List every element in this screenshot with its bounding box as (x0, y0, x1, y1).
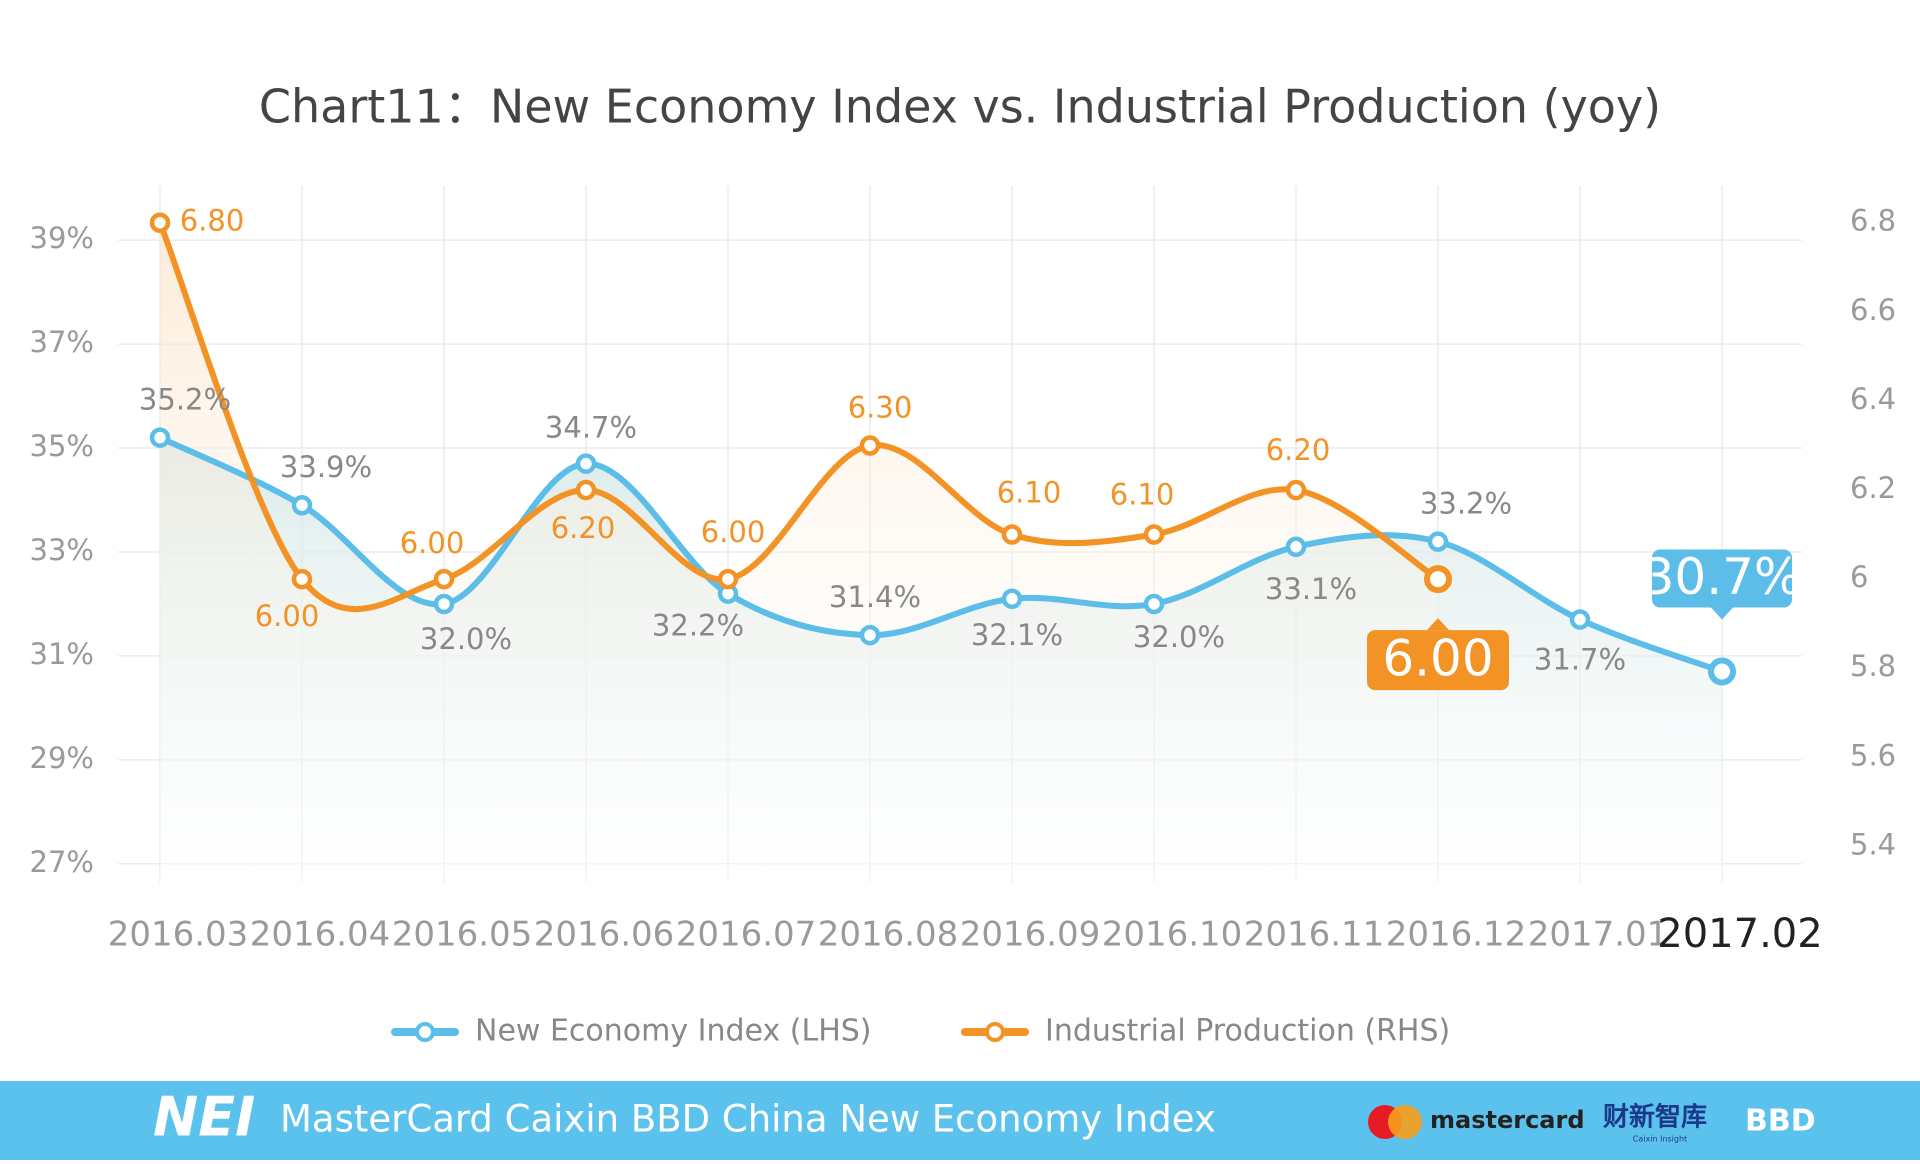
legend-label: Industrial Production (RHS) (1045, 1014, 1450, 1049)
data-point (575, 453, 597, 474)
footer-partner: mastercard (1430, 1106, 1585, 1134)
value-label: 33.2% (1420, 487, 1512, 521)
data-point (291, 568, 313, 590)
callout-box (1367, 630, 1509, 691)
x-tick-label: 2016.03 (108, 915, 249, 955)
chart-title: Chart11：New Economy Index vs. Industrial… (259, 80, 1661, 134)
data-point (1285, 479, 1307, 501)
value-label: 6.20 (1266, 433, 1331, 467)
callout-label: 30.7% (1643, 548, 1802, 606)
y-tick-label: 37% (30, 325, 94, 359)
y-tick-label: 31% (30, 637, 94, 671)
data-point (1001, 588, 1023, 610)
footer-partner: 财新智库 (1603, 1102, 1707, 1133)
y2-tick-label: 5.8 (1850, 649, 1896, 683)
callout-pointer (1711, 607, 1733, 620)
legend-marker (985, 1022, 1005, 1042)
data-point (433, 593, 455, 615)
callout-label: 6.00 (1382, 630, 1493, 688)
footer-bar (0, 1081, 1920, 1160)
x-tick-label: 2016.11 (1244, 915, 1385, 955)
data-point (1569, 609, 1591, 630)
value-label: 35.2% (139, 383, 231, 417)
value-label: 6.10 (997, 476, 1062, 510)
data-point (1424, 565, 1452, 594)
y2-tick-label: 6.2 (1850, 471, 1896, 505)
y2-tick-label: 5.4 (1850, 827, 1896, 861)
value-label: 6.20 (551, 511, 616, 545)
x-tick-label: 2016.06 (534, 915, 675, 955)
y-tick-label: 35% (30, 429, 94, 463)
value-label: 34.7% (545, 411, 637, 445)
data-point (149, 212, 171, 233)
x-tick-label: 2016.04 (250, 915, 391, 955)
data-point (859, 624, 881, 646)
data-point (717, 568, 739, 590)
value-label: 6.00 (400, 526, 465, 560)
data-point (433, 568, 455, 590)
y2-tick-label: 6.4 (1850, 382, 1896, 416)
data-point (575, 479, 597, 501)
x-tick-label: 2016.09 (960, 915, 1101, 955)
callout-pointer (1427, 618, 1449, 631)
footer-title: MasterCard Caixin BBD China New Economy … (280, 1098, 1216, 1141)
footer-partner: BBD (1745, 1104, 1816, 1139)
value-label: 32.0% (1133, 620, 1225, 654)
series-area (160, 222, 1438, 882)
y2-tick-label: 6.6 (1850, 293, 1896, 327)
legend-marker (415, 1022, 435, 1042)
value-label: 6.00 (255, 599, 320, 633)
data-point (1427, 531, 1449, 552)
value-label: 6.80 (180, 204, 245, 238)
value-label: 31.4% (829, 580, 921, 614)
data-point (1285, 536, 1307, 558)
x-tick-label: 2016.10 (1102, 915, 1243, 955)
footer-logo: NEI (153, 1086, 255, 1149)
value-label: 33.9% (280, 450, 372, 484)
footer-partner-sub: Caixin Insight (1633, 1135, 1687, 1144)
y2-tick-label: 6 (1850, 560, 1868, 594)
data-point (1143, 593, 1165, 615)
value-label: 31.7% (1534, 643, 1626, 677)
data-point (291, 494, 313, 516)
value-label: 32.0% (420, 622, 512, 656)
y2-tick-label: 6.8 (1850, 204, 1896, 238)
x-tick-label: 2016.08 (818, 915, 959, 955)
y-tick-label: 29% (30, 741, 94, 775)
data-point (1708, 657, 1736, 686)
legend-label: New Economy Index (LHS) (475, 1014, 872, 1049)
y-tick-label: 27% (30, 845, 94, 879)
y-tick-label: 33% (30, 533, 94, 567)
data-point (149, 427, 171, 448)
data-point (859, 435, 881, 456)
x-tick-label: 2017.02 (1657, 911, 1822, 957)
value-label: 33.1% (1265, 572, 1357, 606)
y2-tick-label: 5.6 (1850, 738, 1896, 772)
series-line (157, 219, 1441, 613)
x-tick-label: 2017.01 (1528, 915, 1669, 955)
value-label: 32.2% (652, 609, 744, 643)
x-tick-label: 2016.07 (676, 915, 817, 955)
value-label: 6.30 (848, 390, 913, 424)
data-point (1143, 524, 1165, 545)
y-tick-label: 39% (30, 221, 94, 255)
value-label: 6.10 (1110, 478, 1175, 512)
data-point (1001, 524, 1023, 545)
mc-logo-yellow (1388, 1105, 1422, 1139)
x-tick-label: 2016.05 (392, 915, 533, 955)
value-label: 6.00 (701, 515, 766, 549)
value-label: 32.1% (971, 618, 1063, 652)
callout-box (1652, 549, 1792, 608)
x-tick-label: 2016.12 (1386, 915, 1527, 955)
